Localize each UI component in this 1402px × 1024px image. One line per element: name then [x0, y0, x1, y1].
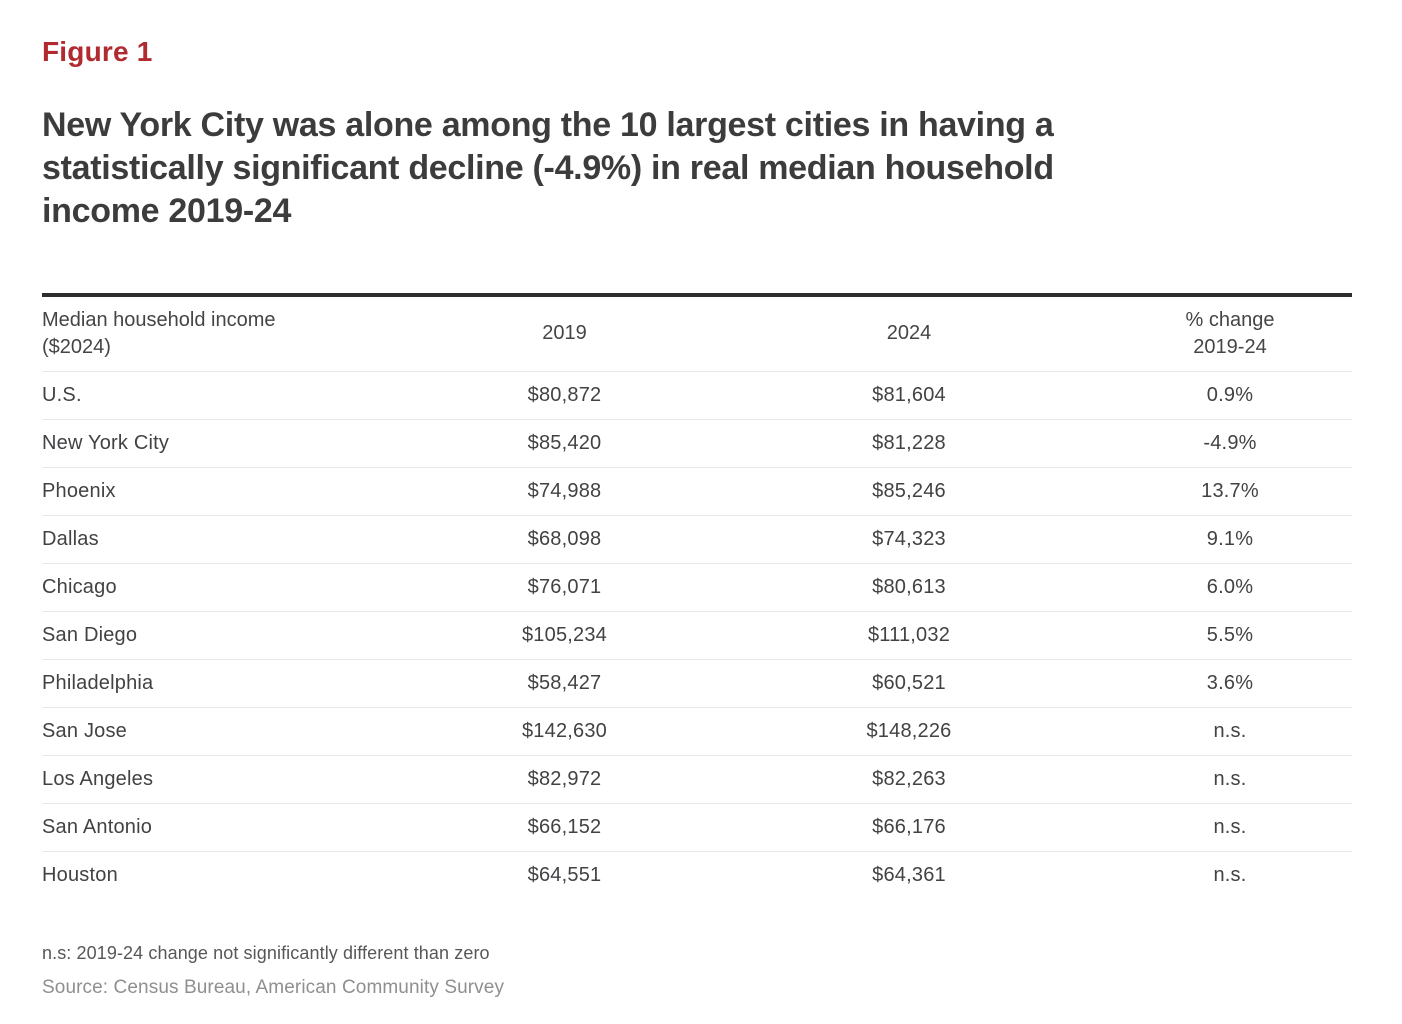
value-2024-cell: $74,323 [710, 515, 1108, 564]
city-cell: Dallas [42, 515, 419, 564]
table-row: San Diego $105,234 $111,032 5.5% [42, 611, 1352, 660]
figure-title-line-1: New York City was alone among the 10 lar… [42, 106, 1054, 144]
table-row: San Jose $142,630 $148,226 n.s. [42, 707, 1352, 756]
value-2019-cell: $64,551 [527, 863, 602, 886]
value-2019-cell: $82,972 [419, 755, 710, 804]
value-2024-cell: $60,521 [710, 659, 1108, 708]
footnote-ns: n.s: 2019-24 change not significantly di… [42, 943, 490, 963]
change-cell: 5.5% [1108, 611, 1352, 660]
city-cell: San Jose [42, 707, 419, 756]
change-cell: -4.9% [1108, 419, 1352, 468]
value-2019-cell: $74,988 [419, 467, 710, 516]
table-row: Los Angeles $82,972 $82,263 n.s. [42, 755, 1352, 804]
city-cell: San Diego [42, 611, 419, 660]
value-2024-cell: $82,263 [710, 755, 1108, 804]
city-cell: Los Angeles [42, 755, 419, 804]
table-row: Philadelphia $58,427 $60,521 3.6% [42, 659, 1352, 708]
value-2024-cell: $85,246 [710, 467, 1108, 516]
table-row: Chicago $76,071 $80,613 6.0% [42, 563, 1352, 612]
header-median-household-income: Median household income ($2024) [42, 293, 419, 372]
value-2019-cell: $76,071 [419, 563, 710, 612]
value-2019-cell: $105,234 [419, 611, 710, 660]
value-2019-cell: $80,872 [419, 371, 710, 420]
value-2019-cell: $85,420 [419, 419, 710, 468]
change-cell: 9.1% [1108, 515, 1352, 564]
header-percent-change-line-1: % change [1185, 308, 1275, 331]
value-2019-cell: $66,152 [419, 803, 710, 852]
table-row: U.S. $80,872 $81,604 0.9% [42, 371, 1352, 420]
value-2024-cell: $81,604 [710, 371, 1108, 420]
city-cell: U.S. [42, 371, 419, 420]
table-row: New York City $85,420 $81,228 -4.9% [42, 419, 1352, 468]
footnote-source: Source: Census Bureau, American Communit… [42, 977, 505, 998]
change-cell: 6.0% [1108, 563, 1352, 612]
change-cell: n.s. [1108, 755, 1352, 804]
table-row: Dallas $68,098 $74,323 9.1% [42, 515, 1352, 564]
header-median-household-income-line-1: Median household income [42, 308, 276, 331]
value-2024-cell: $64,361 [872, 863, 946, 886]
city-cell: San Antonio [42, 803, 419, 852]
value-2024-cell: $148,226 [710, 707, 1108, 756]
figure-title: New York City was alone among the 10 lar… [42, 104, 1362, 233]
header-median-household-income-line-2: ($2024) [42, 335, 111, 358]
city-cell: Phoenix [42, 467, 419, 516]
change-cell: n.s. [1213, 863, 1247, 886]
value-2024-cell: $111,032 [710, 611, 1108, 660]
change-cell: 13.7% [1108, 467, 1352, 516]
header-2019: 2019 [419, 293, 710, 372]
city-cell: Houston [42, 863, 118, 886]
value-2019-cell: $68,098 [419, 515, 710, 564]
figure-title-line-3: income 2019-24 [42, 192, 292, 230]
change-cell: n.s. [1108, 803, 1352, 852]
median-income-table: Median household income ($2024) 2019 202… [42, 293, 1352, 899]
header-percent-change-line-2: 2019-24 [1193, 335, 1267, 358]
change-cell: n.s. [1108, 707, 1352, 756]
table-row: Houston $64,551 $64,361 n.s. [42, 851, 1352, 899]
value-2024-cell: $66,176 [710, 803, 1108, 852]
city-cell: New York City [42, 419, 419, 468]
table-header-row: Median household income ($2024) 2019 202… [42, 293, 1352, 372]
city-cell: Philadelphia [42, 659, 419, 708]
table-row: Phoenix $74,988 $85,246 13.7% [42, 467, 1352, 516]
change-cell: 0.9% [1108, 371, 1352, 420]
header-2024: 2024 [710, 293, 1108, 372]
value-2024-cell: $80,613 [710, 563, 1108, 612]
change-cell: 3.6% [1108, 659, 1352, 708]
table-row: San Antonio $66,152 $66,176 n.s. [42, 803, 1352, 852]
figure-title-line-2: statistically significant decline (-4.9%… [42, 149, 1054, 187]
value-2019-cell: $142,630 [419, 707, 710, 756]
figure-page: Figure 1 New York City was alone among t… [42, 36, 1362, 998]
value-2024-cell: $81,228 [710, 419, 1108, 468]
figure-label: Figure 1 [42, 36, 153, 67]
city-cell: Chicago [42, 563, 419, 612]
value-2019-cell: $58,427 [419, 659, 710, 708]
header-percent-change: % change 2019-24 [1108, 293, 1352, 372]
